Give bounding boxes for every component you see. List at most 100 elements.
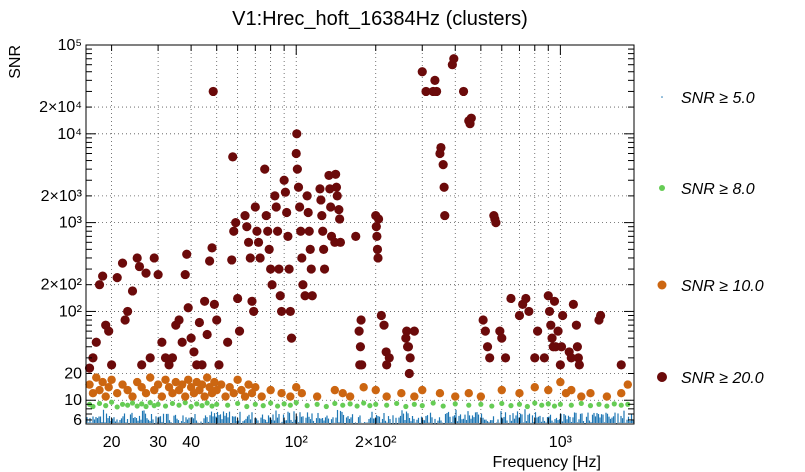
data-point xyxy=(292,129,302,139)
data-point xyxy=(171,377,180,387)
data-point xyxy=(354,403,360,409)
data-point xyxy=(355,342,366,352)
data-point xyxy=(351,231,361,241)
data-point xyxy=(495,326,505,336)
y-tick-label: 2×10² xyxy=(41,277,83,294)
data-point xyxy=(249,306,259,317)
data-point xyxy=(623,380,632,389)
data-point xyxy=(125,402,131,408)
data-point xyxy=(118,380,127,389)
data-point xyxy=(514,310,525,321)
data-point xyxy=(303,207,313,218)
data-point xyxy=(545,401,551,407)
data-point xyxy=(556,342,567,352)
data-point xyxy=(240,392,250,401)
data-point xyxy=(533,326,543,336)
data-point xyxy=(251,383,260,392)
data-point xyxy=(112,389,122,398)
data-point xyxy=(266,385,275,395)
data-point xyxy=(404,368,414,379)
data-point xyxy=(466,113,476,123)
data-point xyxy=(153,380,163,389)
data-point xyxy=(586,389,595,398)
data-point xyxy=(283,231,293,241)
y-tick-label: 2×10³ xyxy=(41,188,83,205)
data-point xyxy=(556,377,565,387)
data-point xyxy=(189,347,199,357)
data-point xyxy=(551,403,558,409)
data-point xyxy=(403,403,409,410)
data-point xyxy=(274,403,281,409)
data-point xyxy=(291,148,301,159)
data-point xyxy=(345,392,355,401)
data-point xyxy=(577,392,586,401)
data-point xyxy=(147,400,153,406)
data-point xyxy=(373,253,383,263)
data-point xyxy=(270,191,280,201)
data-point xyxy=(103,403,109,409)
data-point xyxy=(139,401,145,407)
data-point xyxy=(194,317,205,328)
data-point xyxy=(184,375,193,384)
data-point xyxy=(143,403,149,410)
data-point xyxy=(304,403,310,409)
data-point xyxy=(506,293,516,304)
data-point xyxy=(274,264,284,274)
data-point xyxy=(101,392,110,401)
data-point xyxy=(209,299,219,309)
y-tick-label: 2×10⁴ xyxy=(39,99,82,116)
data-point xyxy=(568,299,578,309)
data-point xyxy=(183,303,193,313)
data-point xyxy=(169,400,176,407)
data-point xyxy=(275,291,285,301)
data-point xyxy=(436,142,446,153)
data-point xyxy=(281,401,287,407)
data-point xyxy=(137,383,146,392)
data-point xyxy=(338,389,347,398)
data-point xyxy=(231,218,241,228)
legend-marker xyxy=(659,185,665,191)
y-tick-label: 6 xyxy=(73,412,82,429)
x-tick-label: 30 xyxy=(149,434,167,451)
data-point xyxy=(149,253,159,263)
data-point xyxy=(312,392,322,401)
data-point xyxy=(357,360,367,370)
data-point xyxy=(430,400,436,406)
data-point xyxy=(438,160,448,170)
data-point xyxy=(280,187,291,197)
data-point xyxy=(298,280,308,290)
data-point xyxy=(356,315,366,325)
x-axis-label: Frequency [Hz] xyxy=(493,454,601,471)
data-point xyxy=(508,403,514,409)
data-point xyxy=(372,231,382,241)
data-point xyxy=(225,402,231,408)
data-point xyxy=(117,258,128,268)
data-point xyxy=(587,403,594,409)
data-point xyxy=(266,264,276,274)
data-point xyxy=(500,353,511,363)
x-tick-label: 10³ xyxy=(549,434,573,451)
data-point xyxy=(293,400,299,406)
data-point xyxy=(284,264,294,274)
data-point xyxy=(568,402,574,408)
data-point xyxy=(272,226,283,236)
y-tick-label: 20 xyxy=(64,366,82,383)
data-point xyxy=(318,226,328,236)
x-tick-label: 20 xyxy=(103,434,121,451)
data-point xyxy=(376,310,386,321)
data-point xyxy=(120,315,130,325)
data-point xyxy=(157,392,167,401)
data-point xyxy=(186,333,196,343)
data-point xyxy=(106,360,117,370)
data-point xyxy=(347,401,353,407)
data-point xyxy=(397,389,406,398)
legend-label: SNR ≥ 5.0 xyxy=(681,90,755,107)
data-point xyxy=(326,202,336,212)
data-point xyxy=(114,404,120,410)
data-point xyxy=(371,385,380,395)
data-point xyxy=(451,392,460,401)
data-point xyxy=(228,152,238,162)
data-point xyxy=(543,291,553,301)
data-point xyxy=(237,385,246,395)
data-point xyxy=(418,385,427,395)
